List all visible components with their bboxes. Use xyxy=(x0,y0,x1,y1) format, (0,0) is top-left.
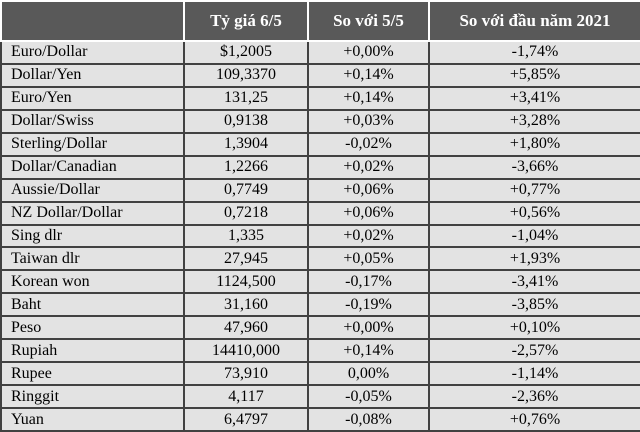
rate-cell: 0,9138 xyxy=(183,108,309,134)
rate-cell: 31,160 xyxy=(183,292,309,318)
rate-cell: 4,117 xyxy=(183,384,309,409)
currency-pair-cell: Yuan xyxy=(0,407,185,432)
currency-pair-cell: Korean won xyxy=(0,269,185,295)
change-ytd-cell: -2,36% xyxy=(428,384,640,409)
currency-pair-cell: Euro/Dollar xyxy=(0,40,185,65)
header-row: Tỷ giá 6/5 So với 5/5 So với đầu năm 202… xyxy=(0,0,640,42)
table-row: Dollar/Swiss 0,9138 +0,03% +3,28% xyxy=(0,108,640,134)
currency-pair-cell: Rupee xyxy=(0,361,185,387)
rate-cell: 6,4797 xyxy=(183,407,309,432)
header-rate: Tỷ giá 6/5 xyxy=(183,0,309,42)
table-row: Aussie/Dollar 0,7749 +0,06% +0,77% xyxy=(0,177,640,203)
table-row: Peso 47,960 +0,00% +0,10% xyxy=(0,315,640,341)
currency-pair-cell: Aussie/Dollar xyxy=(0,177,185,203)
currency-pair-cell: Euro/Yen xyxy=(0,85,185,111)
currency-pair-cell: Dollar/Yen xyxy=(0,62,185,88)
rate-cell: 1,2266 xyxy=(183,154,309,180)
change-vs-prev-cell: +0,00% xyxy=(307,315,430,341)
table-row: Rupiah 14410,000 +0,14% -2,57% xyxy=(0,338,640,364)
change-vs-prev-cell: +0,06% xyxy=(307,200,430,226)
table-row: Dollar/Canadian 1,2266 +0,02% -3,66% xyxy=(0,154,640,180)
change-ytd-cell: +1,93% xyxy=(428,246,640,272)
change-ytd-cell: +1,80% xyxy=(428,131,640,157)
table-row: Korean won 1124,500 -0,17% -3,41% xyxy=(0,269,640,295)
table-row: Taiwan dlr 27,945 +0,05% +1,93% xyxy=(0,246,640,272)
currency-pair-cell: NZ Dollar/Dollar xyxy=(0,200,185,226)
change-vs-prev-cell: +0,14% xyxy=(307,62,430,88)
rate-cell: 1124,500 xyxy=(183,269,309,295)
change-ytd-cell: -1,14% xyxy=(428,361,640,387)
table-row: Sing dlr 1,335 +0,02% -1,04% xyxy=(0,223,640,249)
header-change-ytd: So với đầu năm 2021 xyxy=(428,0,640,42)
rate-cell: 1,3904 xyxy=(183,131,309,157)
table-row: Rupee 73,910 0,00% -1,14% xyxy=(0,361,640,387)
currency-pair-cell: Sterling/Dollar xyxy=(0,131,185,157)
rate-cell: 109,3370 xyxy=(183,62,309,88)
currency-pair-cell: Dollar/Canadian xyxy=(0,154,185,180)
change-ytd-cell: -2,57% xyxy=(428,338,640,364)
change-vs-prev-cell: -0,19% xyxy=(307,292,430,318)
table-row: Yuan 6,4797 -0,08% +0,76% xyxy=(0,407,640,432)
change-vs-prev-cell: +0,03% xyxy=(307,108,430,134)
change-ytd-cell: +3,28% xyxy=(428,108,640,134)
change-ytd-cell: +5,85% xyxy=(428,62,640,88)
table-row: Euro/Yen 131,25 +0,14% +3,41% xyxy=(0,85,640,111)
table-body: Euro/Dollar $1,2005 +0,00% -1,74% Dollar/Yen… xyxy=(0,40,640,432)
change-vs-prev-cell: -0,08% xyxy=(307,407,430,432)
change-vs-prev-cell: +0,14% xyxy=(307,85,430,111)
change-ytd-cell: +0,56% xyxy=(428,200,640,226)
table-row: Euro/Dollar $1,2005 +0,00% -1,74% xyxy=(0,40,640,65)
table-header: Tỷ giá 6/5 So với 5/5 So với đầu năm 202… xyxy=(0,0,640,42)
change-vs-prev-cell: +0,02% xyxy=(307,154,430,180)
header-currency-pair xyxy=(0,0,185,42)
change-ytd-cell: -1,04% xyxy=(428,223,640,249)
rate-cell: 27,945 xyxy=(183,246,309,272)
change-ytd-cell: +0,76% xyxy=(428,407,640,432)
rate-cell: 1,335 xyxy=(183,223,309,249)
rate-cell: $1,2005 xyxy=(183,40,309,65)
change-vs-prev-cell: +0,00% xyxy=(307,40,430,65)
table-row: Sterling/Dollar 1,3904 -0,02% +1,80% xyxy=(0,131,640,157)
change-ytd-cell: -3,85% xyxy=(428,292,640,318)
currency-pair-cell: Dollar/Swiss xyxy=(0,108,185,134)
change-vs-prev-cell: -0,17% xyxy=(307,269,430,295)
table-row: Baht 31,160 -0,19% -3,85% xyxy=(0,292,640,318)
table-row: Dollar/Yen 109,3370 +0,14% +5,85% xyxy=(0,62,640,88)
change-vs-prev-cell: +0,02% xyxy=(307,223,430,249)
change-ytd-cell: +0,77% xyxy=(428,177,640,203)
rate-cell: 131,25 xyxy=(183,85,309,111)
currency-pair-cell: Taiwan dlr xyxy=(0,246,185,272)
change-ytd-cell: +0,10% xyxy=(428,315,640,341)
rate-cell: 73,910 xyxy=(183,361,309,387)
change-ytd-cell: -3,41% xyxy=(428,269,640,295)
header-change-vs-prev: So với 5/5 xyxy=(307,0,430,42)
change-vs-prev-cell: +0,05% xyxy=(307,246,430,272)
currency-pair-cell: Peso xyxy=(0,315,185,341)
change-ytd-cell: -1,74% xyxy=(428,40,640,65)
change-ytd-cell: -3,66% xyxy=(428,154,640,180)
change-vs-prev-cell: +0,14% xyxy=(307,338,430,364)
change-ytd-cell: +3,41% xyxy=(428,85,640,111)
change-vs-prev-cell: 0,00% xyxy=(307,361,430,387)
rate-cell: 0,7749 xyxy=(183,177,309,203)
rate-cell: 14410,000 xyxy=(183,338,309,364)
rate-cell: 47,960 xyxy=(183,315,309,341)
table-row: Ringgit 4,117 -0,05% -2,36% xyxy=(0,384,640,409)
currency-pair-cell: Baht xyxy=(0,292,185,318)
currency-pair-cell: Sing dlr xyxy=(0,223,185,249)
currency-pair-cell: Rupiah xyxy=(0,338,185,364)
table-row: NZ Dollar/Dollar 0,7218 +0,06% +0,56% xyxy=(0,200,640,226)
change-vs-prev-cell: -0,05% xyxy=(307,384,430,409)
currency-pair-cell: Ringgit xyxy=(0,384,185,409)
rate-cell: 0,7218 xyxy=(183,200,309,226)
change-vs-prev-cell: +0,06% xyxy=(307,177,430,203)
change-vs-prev-cell: -0,02% xyxy=(307,131,430,157)
